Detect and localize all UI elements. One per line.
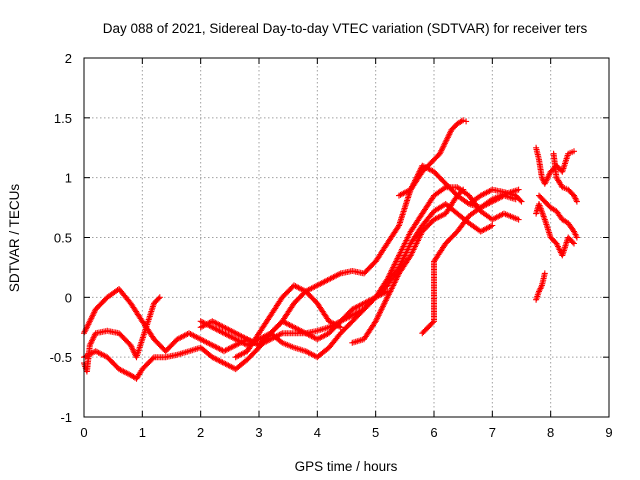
y-tick-label: -0.5 xyxy=(50,350,72,365)
series-track-11 xyxy=(533,144,577,187)
y-tick-label: 0.5 xyxy=(54,231,72,246)
data-point xyxy=(460,186,467,193)
y-tick-label: 2 xyxy=(65,51,72,66)
series-track-12 xyxy=(536,192,580,241)
series-track-10 xyxy=(466,186,525,207)
x-tick-label: 1 xyxy=(139,425,146,440)
series-track-7 xyxy=(349,186,467,346)
data-point xyxy=(155,295,162,302)
x-tick-label: 3 xyxy=(255,425,262,440)
x-tick-label: 7 xyxy=(489,425,496,440)
data-points xyxy=(81,117,580,382)
x-tick-label: 6 xyxy=(430,425,437,440)
x-axis-label: GPS time / hours xyxy=(295,459,398,474)
data-point xyxy=(573,198,580,205)
data-point xyxy=(518,198,525,205)
series-track-15 xyxy=(550,150,580,205)
data-point xyxy=(571,240,577,247)
x-tick-label: 0 xyxy=(80,425,87,440)
data-point xyxy=(460,117,467,124)
data-point xyxy=(571,148,577,155)
y-tick-label: 1 xyxy=(65,171,72,186)
data-point xyxy=(218,358,225,365)
data-point xyxy=(407,252,414,259)
data-point xyxy=(207,341,214,348)
data-point xyxy=(487,223,494,230)
y-axis-label: SDTVAR / TECUs xyxy=(7,184,22,293)
series-track-14 xyxy=(533,270,548,303)
data-point xyxy=(337,324,344,331)
data-point xyxy=(149,355,156,362)
chart-title: Day 088 of 2021, Sidereal Day-to-day VTE… xyxy=(103,21,588,36)
data-point xyxy=(515,216,522,223)
data-point xyxy=(569,239,576,246)
data-point xyxy=(277,331,284,337)
x-tick-label: 4 xyxy=(314,425,321,440)
x-tick-label: 9 xyxy=(605,425,612,440)
plot-frame xyxy=(83,57,610,418)
data-point xyxy=(572,195,579,202)
data-point xyxy=(459,187,465,194)
series-track-9 xyxy=(419,192,519,337)
grid-lines xyxy=(84,58,609,417)
data-point xyxy=(487,199,494,206)
data-point xyxy=(395,223,402,230)
data-point xyxy=(429,319,436,326)
series-track-6 xyxy=(232,282,344,361)
series-track-8 xyxy=(396,117,470,199)
y-tick-label: 0 xyxy=(65,290,72,305)
series-track-13 xyxy=(533,201,577,259)
axis-ticks: 0 1 2 3 4 5 6 7 8 9 -1 -0.5 0 0.5 1 1.5 2 xyxy=(50,51,613,440)
data-point xyxy=(156,294,163,301)
x-tick-label: 5 xyxy=(372,425,379,440)
data-point xyxy=(463,118,470,125)
x-tick-label: 8 xyxy=(547,425,554,440)
data-point xyxy=(489,222,496,229)
series-track-3 xyxy=(81,294,163,375)
data-point xyxy=(573,234,580,241)
data-point xyxy=(541,270,548,277)
data-point xyxy=(515,186,522,193)
series-track-5 xyxy=(197,288,391,349)
y-tick-label: -1 xyxy=(60,410,72,425)
data-point xyxy=(517,197,524,204)
y-tick-label: 1.5 xyxy=(54,111,72,126)
x-tick-label: 2 xyxy=(197,425,204,440)
